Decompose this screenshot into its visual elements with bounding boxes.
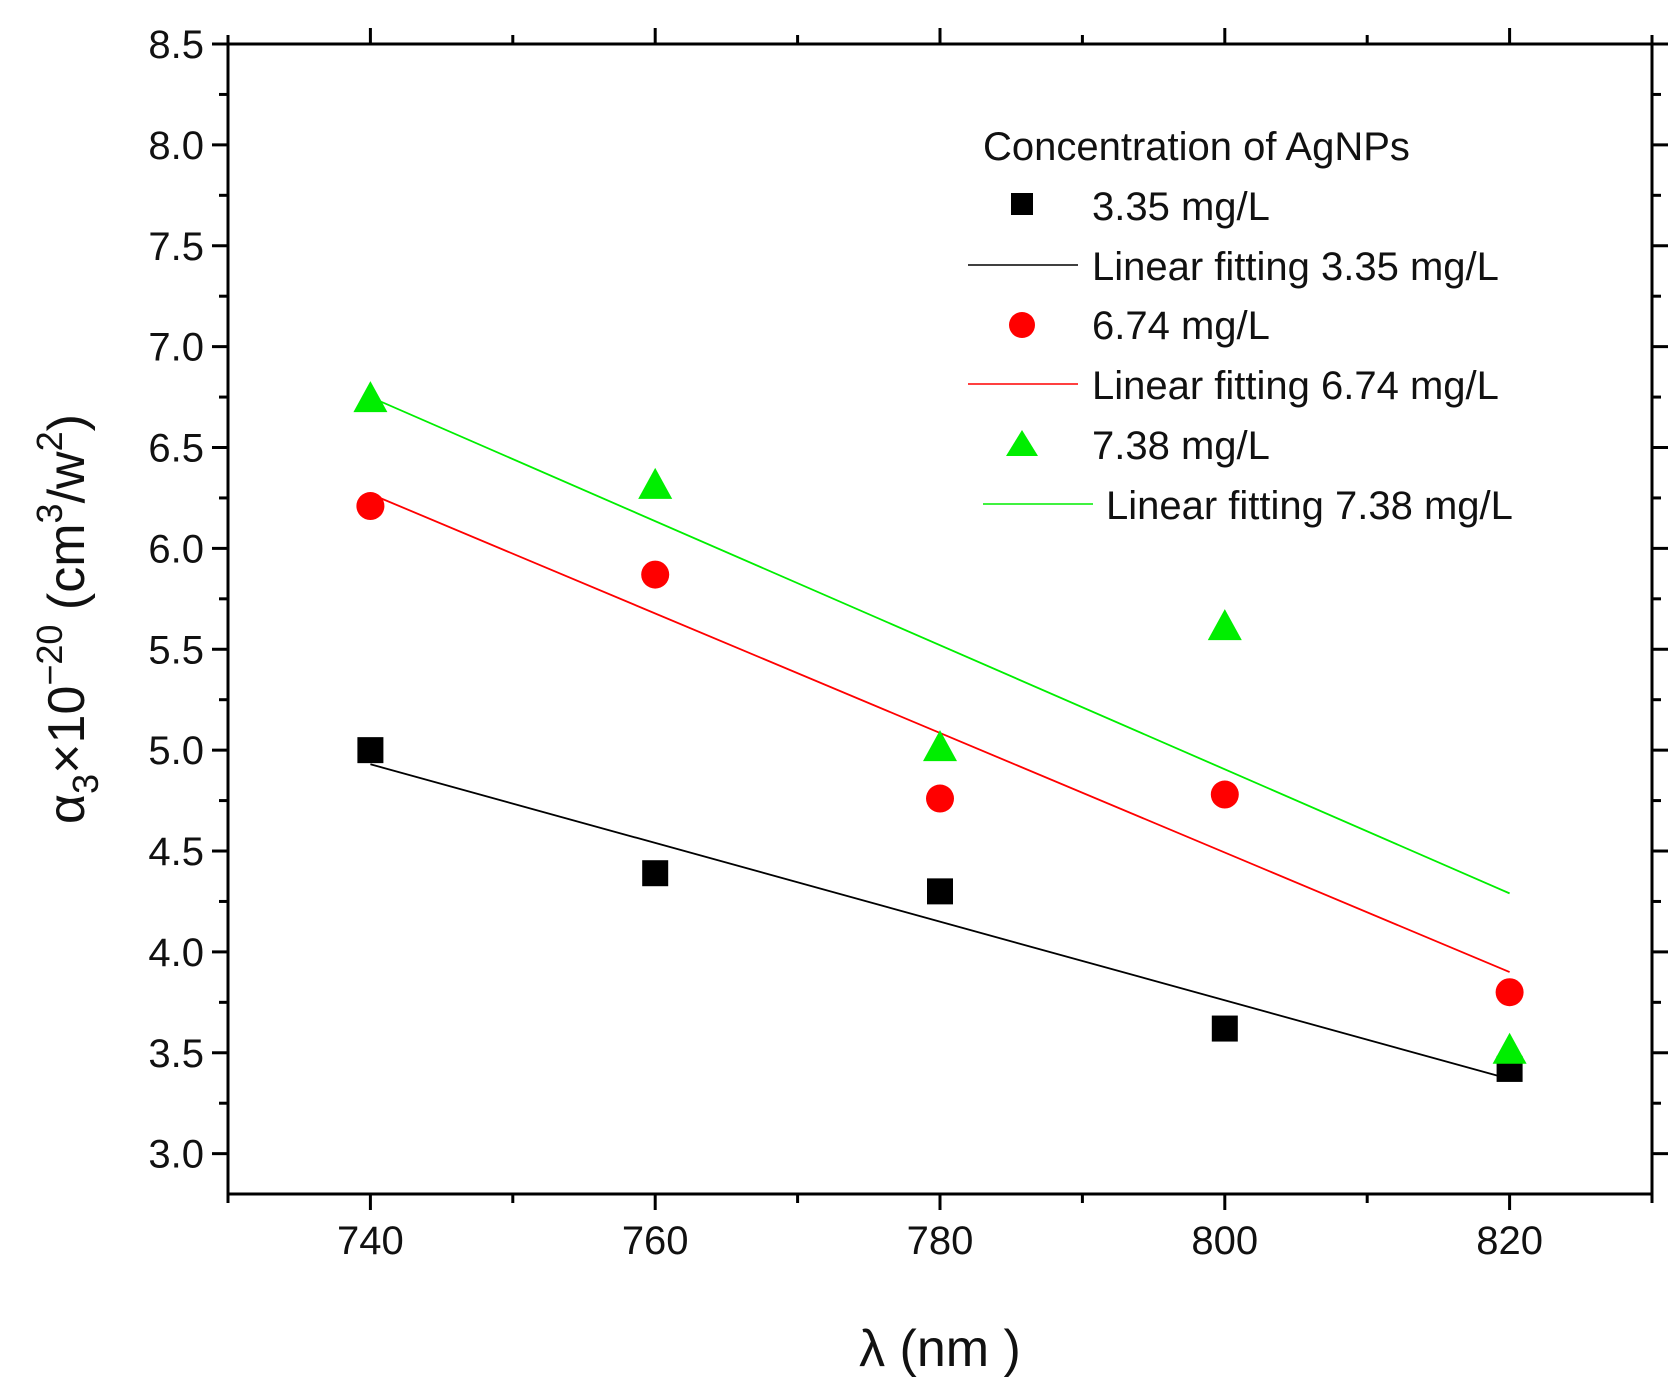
y-axis-title-exp: −20 (29, 625, 70, 686)
data-point-7.38-mgL (1207, 609, 1242, 641)
legend-marker-6.74 (1009, 312, 1035, 338)
y-tick-label: 5.0 (148, 729, 204, 773)
data-point-6.74-mgL (926, 784, 954, 813)
data-point-3.35-mgL (642, 860, 669, 887)
data-point-6.74-mgL (641, 560, 670, 589)
data-point-6.74-mgL (1210, 780, 1239, 809)
legend-title: Concentration of AgNPs (983, 125, 1410, 169)
y-tick-label: 8.5 (148, 23, 204, 67)
y-tick-label: 7.0 (148, 326, 204, 370)
y-axis-title: α3×10−20 (cm3/w2) (29, 414, 106, 824)
y-tick-label: 5.5 (148, 628, 204, 672)
plot-frame (226, 42, 1654, 1196)
x-tick-label: 800 (1191, 1219, 1258, 1263)
legend-label-fit-3.35: Linear fitting 3.35 mg/L (1092, 245, 1499, 289)
y-tick-label: 6.5 (148, 427, 204, 471)
y-axis-title-unit-mid: /w (38, 451, 96, 503)
data-point-7.38-mgL (353, 381, 388, 413)
y-axis-title-unit-exp2: 2 (29, 431, 70, 451)
data-point-3.35-mgL (357, 737, 384, 764)
legend-label-fit-6.74: Linear fitting 6.74 mg/L (1092, 364, 1499, 408)
x-axis-title: λ (nm ) (859, 1320, 1021, 1378)
legend-label-6.74: 6.74 mg/L (1092, 304, 1270, 348)
legend: Concentration of AgNPs 3.35 mg/L Linear … (968, 125, 1513, 528)
data-point-6.74-mgL (356, 492, 385, 521)
y-tick-label: 3.0 (148, 1133, 204, 1177)
y-axis-title-unit: (cm (38, 523, 96, 624)
fit-line-7.38-mgL (370, 396, 1510, 895)
legend-marker-7.38 (1006, 430, 1038, 456)
y-axis-title-unit-close: ) (38, 414, 96, 431)
legend-label-fit-7.38: Linear fitting 7.38 mg/L (1106, 484, 1513, 528)
data-point-7.38-mgL (923, 730, 957, 762)
y-axis-ticks: 3.0 3.5 4.0 4.5 5.0 5.5 6.0 6.5 7.0 7.5 8.0 8.5 (148, 23, 1668, 1177)
x-tick-label: 760 (622, 1219, 689, 1263)
x-tick-label: 820 (1476, 1219, 1543, 1263)
y-tick-label: 3.5 (148, 1032, 204, 1076)
y-tick-label: 4.5 (148, 830, 204, 874)
y-tick-label: 6.0 (148, 527, 204, 571)
y-axis-title-base: α (38, 794, 96, 824)
data-point-7.38-mgL (1492, 1032, 1527, 1064)
y-axis-title-unit-exp1: 3 (29, 503, 70, 523)
x-tick-label: 780 (907, 1219, 974, 1263)
data-point-7.38-mgL (638, 467, 673, 499)
x-axis-ticks: 740 760 780 800 820 (226, 28, 1654, 1263)
legend-marker-3.35 (1011, 193, 1033, 215)
y-tick-label: 8.0 (148, 124, 204, 168)
x-tick-label: 740 (337, 1219, 404, 1263)
y-axis-title-times: ×10 (38, 686, 96, 774)
data-markers (353, 381, 1527, 1082)
data-point-3.35-mgL (1211, 1015, 1238, 1042)
fit-line-3.35-mgL (370, 763, 1510, 1080)
legend-label-3.35: 3.35 mg/L (1092, 185, 1270, 229)
legend-label-7.38: 7.38 mg/L (1092, 424, 1270, 468)
y-axis-title-sub: 3 (65, 774, 106, 794)
y-tick-label: 7.5 (148, 225, 204, 269)
data-point-6.74-mgL (1495, 978, 1524, 1007)
data-point-3.35-mgL (927, 878, 953, 905)
y-tick-label: 4.0 (148, 931, 204, 975)
